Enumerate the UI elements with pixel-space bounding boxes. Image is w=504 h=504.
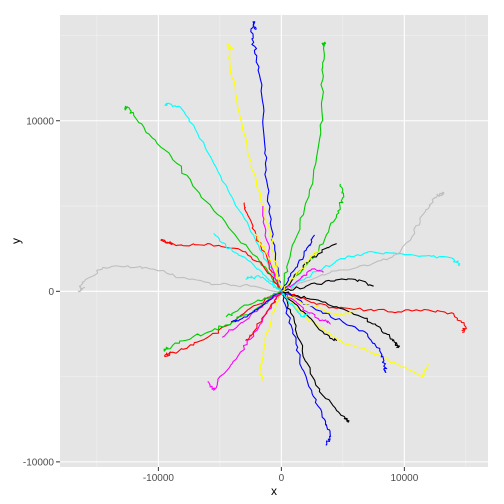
- plot-background: [60, 15, 488, 467]
- series-line-20: [213, 232, 282, 292]
- series-line-23: [280, 243, 337, 292]
- series-line-30: [281, 290, 359, 317]
- series-line-22: [253, 232, 283, 292]
- series-line-25: [281, 290, 388, 373]
- series-line-28: [230, 290, 282, 323]
- series-line-1: [250, 21, 282, 292]
- grid-lines: [60, 15, 488, 467]
- series-line-36: [280, 234, 316, 292]
- series-layer: [77, 21, 467, 446]
- series-line-26: [259, 290, 282, 382]
- series-line-16: [280, 291, 332, 446]
- series-line-31: [281, 290, 331, 325]
- y-axis-title: y: [9, 238, 23, 244]
- series-line-8: [77, 265, 282, 293]
- series-line-11: [281, 290, 401, 349]
- series-line-18: [160, 238, 282, 292]
- series-line-10: [280, 291, 350, 423]
- series-line-14: [163, 290, 282, 352]
- y-tick-label: 0: [48, 287, 54, 298]
- series-line-24: [281, 278, 374, 292]
- series-line-5: [164, 102, 282, 292]
- series-line-21: [262, 205, 282, 292]
- y-tick-label: -10000: [23, 457, 55, 468]
- series-line-6: [281, 250, 461, 292]
- series-line-4: [124, 105, 282, 292]
- series-line-37: [281, 250, 319, 292]
- series-line-9: [280, 191, 445, 292]
- series-line-27: [222, 290, 282, 338]
- series-line-34: [280, 291, 311, 318]
- series-line-29: [225, 290, 282, 318]
- series-line-15: [280, 290, 430, 378]
- series-line-3: [280, 41, 327, 292]
- x-tick-label: -10000: [143, 473, 175, 484]
- series-line-2: [226, 42, 282, 292]
- series-line-7: [281, 290, 467, 333]
- x-tick-label: 0: [279, 473, 285, 484]
- x-axis-title: x: [271, 484, 277, 498]
- x-tick-label: 10000: [390, 473, 418, 484]
- series-line-38: [245, 275, 282, 292]
- y-tick-label: 10000: [26, 116, 54, 127]
- axis-ticks: -10000 0 10000 -10000 0 10000: [23, 116, 419, 484]
- series-line-32: [281, 268, 324, 292]
- series-line-35: [245, 291, 282, 342]
- series-line-13: [163, 291, 282, 358]
- series-line-33: [281, 290, 338, 342]
